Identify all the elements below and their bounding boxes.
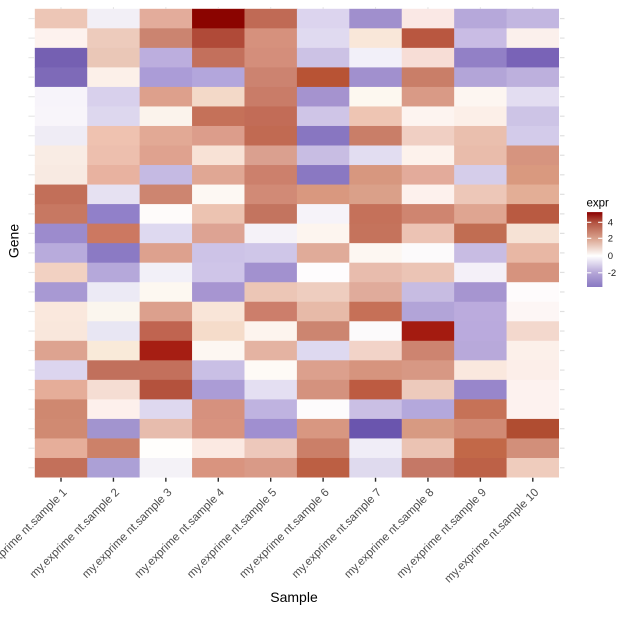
svg-text:-2: -2 <box>608 268 616 279</box>
svg-text:0: 0 <box>608 251 613 262</box>
svg-text:expr: expr <box>587 198 610 210</box>
svg-text:4: 4 <box>608 218 613 229</box>
svg-text:Sample: Sample <box>270 589 318 605</box>
svg-text:2: 2 <box>608 234 613 245</box>
svg-text:Gene: Gene <box>6 224 22 258</box>
